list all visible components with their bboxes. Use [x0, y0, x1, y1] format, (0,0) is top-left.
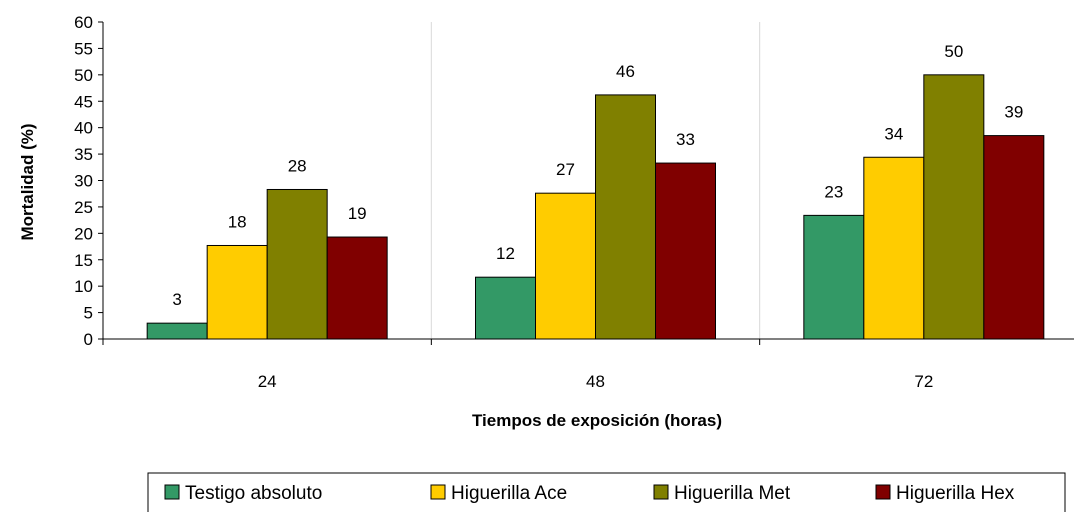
x-tick-label: 24: [258, 372, 277, 391]
legend-label: Testigo absoluto: [185, 483, 322, 504]
y-axis-title: Mortalidad (%): [18, 123, 37, 240]
data-label: 50: [944, 42, 963, 61]
data-label: 39: [1004, 103, 1023, 122]
x-axis-title: Tiempos de exposición (horas): [472, 411, 722, 430]
data-label: 18: [228, 212, 247, 231]
bar: [803, 214, 865, 340]
data-label: 27: [556, 160, 575, 179]
legend-swatch: [164, 484, 180, 500]
y-tick-label: 5: [84, 304, 93, 323]
legend-box: [147, 472, 1066, 512]
bar: [475, 276, 536, 340]
y-tick-label: 20: [74, 224, 93, 243]
legend-label: Higuerilla Hex: [896, 483, 1015, 504]
bar: [923, 74, 985, 340]
bar: [206, 244, 268, 340]
legend-swatch: [430, 484, 446, 500]
y-tick-label: 35: [74, 145, 93, 164]
axes-layer: 0 5 10 15 20 25 30 35 40 45 50 55 60 24 48 72: [74, 13, 1074, 391]
y-tick-label: 30: [74, 172, 93, 191]
bar: [595, 94, 656, 340]
x-tick-label: 72: [914, 372, 933, 391]
bar: [266, 188, 328, 340]
y-tick-label: 10: [74, 277, 93, 296]
data-label: 23: [824, 182, 843, 201]
y-tick-label: 15: [74, 251, 93, 270]
y-tick-label: 55: [74, 39, 93, 58]
legend: Testigo absoluto Higuerilla Ace Higuerilla…: [147, 472, 1066, 512]
data-label: 19: [348, 204, 367, 223]
data-label: 3: [172, 290, 181, 309]
bar: [655, 162, 716, 340]
labels-layer: 3 12 23 18 27 34 28 46 50 19 33 39: [172, 42, 1023, 309]
bar: [146, 322, 208, 340]
legend-swatch: [875, 484, 891, 500]
data-label: 33: [676, 130, 695, 149]
data-label: 28: [288, 156, 307, 175]
y-tick-label: 50: [74, 66, 93, 85]
x-tick-label: 48: [586, 372, 605, 391]
y-tick-label: 60: [74, 13, 93, 32]
bar: [326, 236, 388, 340]
y-tick-label: 0: [84, 330, 93, 349]
y-tick-label: 45: [74, 92, 93, 111]
bars-layer: [146, 74, 1045, 340]
bar: [983, 135, 1045, 340]
legend-label: Higuerilla Ace: [451, 483, 567, 504]
bar: [863, 156, 925, 340]
bar: [535, 192, 596, 340]
y-tick-label: 40: [74, 119, 93, 138]
y-tick-label: 25: [74, 198, 93, 217]
data-label: 12: [496, 244, 515, 263]
legend-swatch: [653, 484, 669, 500]
data-label: 46: [616, 62, 635, 81]
legend-label: Higuerilla Met: [674, 483, 791, 504]
grid-layer: [430, 22, 761, 339]
data-label: 34: [884, 124, 903, 143]
